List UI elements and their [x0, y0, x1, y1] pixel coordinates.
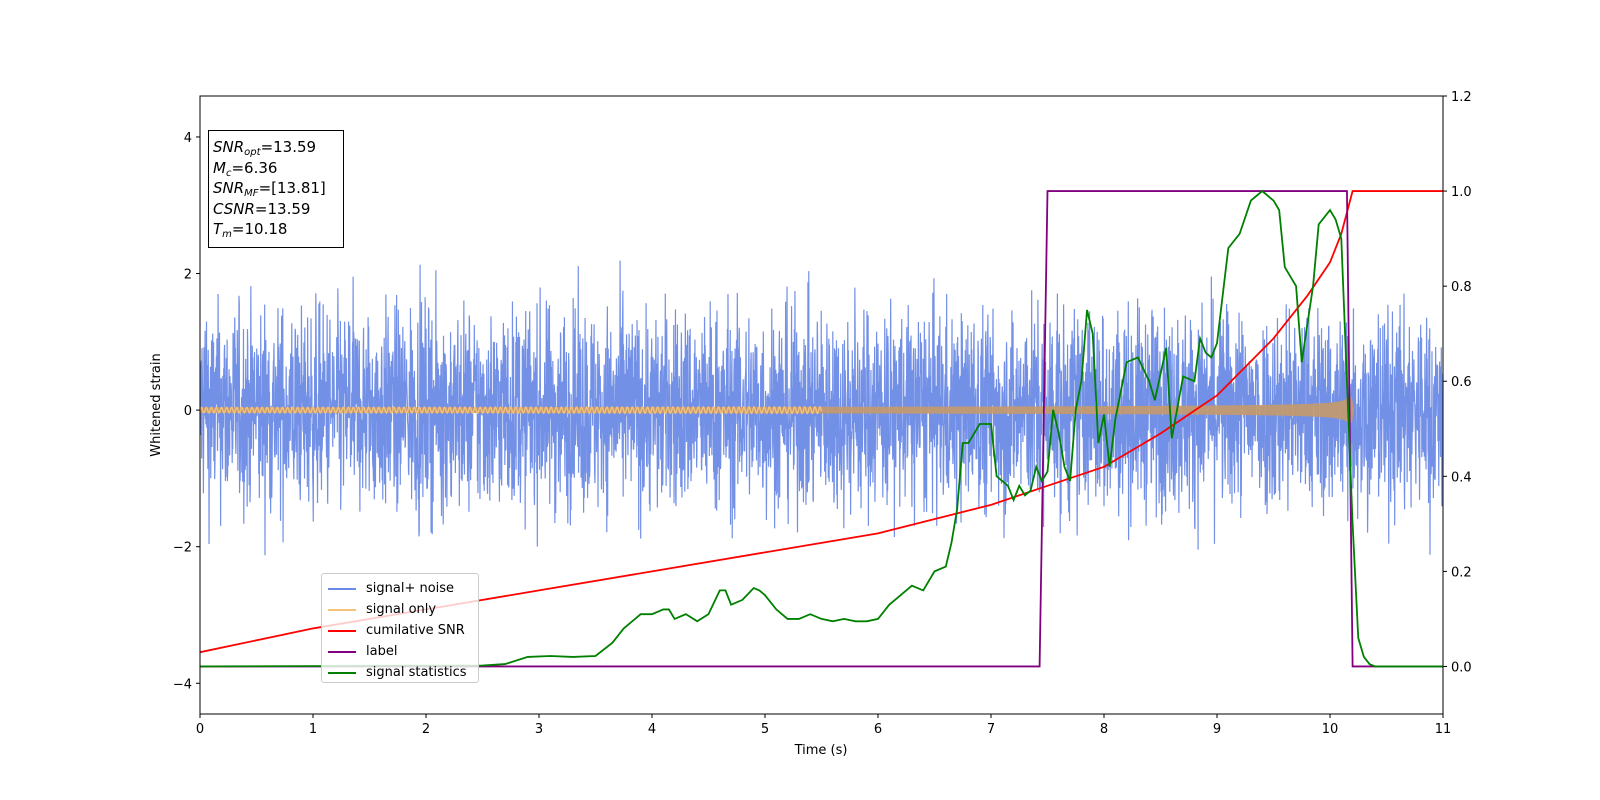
signal-only-series	[200, 397, 1443, 424]
x-tick-label: 5	[761, 722, 769, 737]
y-axis-label: Whitened strain	[149, 353, 164, 456]
label-line	[200, 190, 1443, 668]
x-tick-label: 2	[422, 722, 430, 737]
y2-tick-label: 0.2	[1451, 565, 1472, 580]
x-tick-label: 4	[648, 722, 656, 737]
mc-line: Mc=6.36	[213, 158, 278, 179]
y-tick-label: 2	[184, 268, 192, 283]
x-tick-label: 6	[874, 722, 882, 737]
cumulative-snr-line	[200, 190, 1443, 654]
right-axis-series	[200, 189, 1443, 668]
legend-label: cumilative SNR	[366, 623, 465, 638]
annotation-box: SNRopt=13.59 Mc=6.36 SNRMF=[13.81] CSNR=…	[208, 130, 344, 248]
legend-label: signal statistics	[366, 665, 467, 680]
signal-noise-line	[200, 260, 1443, 556]
legend-item-cumulative-snr: cumilative SNR	[328, 620, 478, 641]
legend-label: signal+ noise	[366, 581, 455, 596]
signal-noise-series	[200, 260, 1443, 556]
y2-tick-label: 0.0	[1451, 660, 1472, 675]
y2-tick-label: 1.0	[1451, 185, 1472, 200]
axes: 0 1 2 3 4 5 6 7 8 9 10 11 −4 −2 0 2 4 0.0 0.2 0.4 0.6 0.8 1.0 1…	[173, 90, 1472, 737]
plot-frame	[199, 95, 1444, 715]
y-tick-label: 4	[184, 131, 192, 146]
legend: signal+ noise signal only cumilative SNR…	[321, 573, 479, 683]
legend-item-signal-noise: signal+ noise	[328, 578, 478, 599]
y2-tick-label: 0.4	[1451, 470, 1472, 485]
csnr-value: =13.59	[254, 199, 311, 218]
tm-line: Tm=10.18	[213, 220, 288, 240]
legend-item-label: label	[328, 641, 478, 662]
x-tick-label: 9	[1213, 722, 1221, 737]
mc-value: =6.36	[231, 158, 278, 177]
snr-opt-line: SNRopt=13.59	[213, 138, 317, 158]
x-tick-label: 0	[196, 722, 204, 737]
y2-tick-label: 0.8	[1451, 280, 1472, 295]
y-tick-label: 0	[184, 404, 192, 419]
signal-only-line	[200, 405, 823, 415]
legend-label: label	[366, 644, 398, 659]
x-tick-label: 10	[1322, 722, 1339, 737]
y-tick-label: −4	[173, 677, 192, 692]
y2-tick-label: 1.2	[1451, 90, 1472, 105]
y2-tick-label: 0.6	[1451, 375, 1472, 390]
x-tick-label: 8	[1100, 722, 1108, 737]
y-tick-label: −2	[173, 541, 192, 556]
snr-mf-value: =[13.81]	[258, 179, 326, 197]
snr-opt-value: =13.59	[260, 138, 317, 156]
snr-mf-line: SNRMF=[13.81]	[213, 179, 326, 199]
signal-statistics-line	[200, 189, 1443, 668]
x-axis-label: Time (s)	[794, 743, 848, 758]
legend-item-signal-statistics: signal statistics	[328, 662, 478, 683]
legend-item-signal-only: signal only	[328, 599, 478, 620]
x-tick-label: 11	[1435, 722, 1452, 737]
tm-value: =10.18	[231, 220, 288, 238]
x-tick-label: 3	[535, 722, 543, 737]
csnr-line: CSNR=13.59	[213, 199, 311, 218]
legend-label: signal only	[366, 602, 437, 617]
x-tick-label: 1	[309, 722, 317, 737]
x-tick-label: 7	[987, 722, 995, 737]
